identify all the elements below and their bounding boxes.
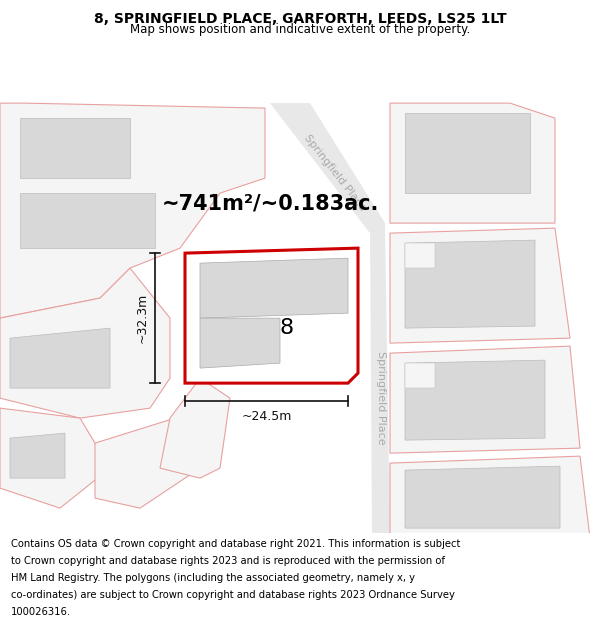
Polygon shape [20,118,130,178]
Polygon shape [10,433,65,478]
Polygon shape [200,258,348,318]
Text: to Crown copyright and database rights 2023 and is reproduced with the permissio: to Crown copyright and database rights 2… [11,556,445,566]
Polygon shape [0,408,110,508]
Polygon shape [405,113,530,193]
Text: 100026316.: 100026316. [11,608,71,618]
Polygon shape [10,328,110,388]
Polygon shape [405,240,535,328]
Text: ~741m²/~0.183ac.: ~741m²/~0.183ac. [161,193,379,213]
Text: co-ordinates) are subject to Crown copyright and database rights 2023 Ordnance S: co-ordinates) are subject to Crown copyr… [11,590,455,600]
Polygon shape [95,418,200,508]
Polygon shape [185,248,358,383]
Polygon shape [390,456,590,538]
Text: Springfield Place: Springfield Place [376,351,386,445]
Text: ~24.5m: ~24.5m [241,409,292,422]
Polygon shape [390,103,555,223]
Polygon shape [0,103,265,318]
Text: HM Land Registry. The polygons (including the associated geometry, namely x, y: HM Land Registry. The polygons (includin… [11,573,415,583]
Polygon shape [160,378,230,478]
Polygon shape [405,466,560,528]
Text: 8: 8 [280,318,293,338]
Text: Springfield Place: Springfield Place [302,133,368,213]
Polygon shape [270,103,385,233]
Text: 8, SPRINGFIELD PLACE, GARFORTH, LEEDS, LS25 1LT: 8, SPRINGFIELD PLACE, GARFORTH, LEEDS, L… [94,12,506,26]
Polygon shape [370,223,390,538]
Polygon shape [405,363,435,388]
Polygon shape [200,318,280,368]
Text: ~32.3m: ~32.3m [136,293,149,343]
Text: Map shows position and indicative extent of the property.: Map shows position and indicative extent… [130,23,470,36]
Text: Contains OS data © Crown copyright and database right 2021. This information is : Contains OS data © Crown copyright and d… [11,539,460,549]
Polygon shape [405,360,545,440]
Polygon shape [20,193,155,248]
Polygon shape [390,228,570,343]
Polygon shape [390,346,580,453]
Polygon shape [405,243,435,268]
Polygon shape [0,268,170,418]
